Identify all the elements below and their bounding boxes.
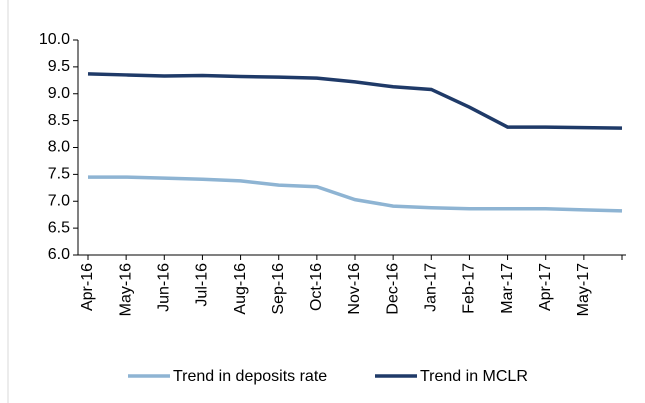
x-tick-label: Aug-16 — [232, 263, 249, 315]
legend-label: Trend in MCLR — [420, 368, 528, 385]
x-tick-label: Mar-17 — [499, 263, 516, 314]
y-tick-label: 6.0 — [48, 246, 70, 263]
series-line — [87, 72, 623, 130]
x-tick-label: Jun-16 — [156, 263, 173, 312]
x-tick-label: Nov-16 — [346, 263, 363, 315]
y-tick-label: 9.5 — [48, 58, 70, 75]
x-tick-label: Jul-16 — [194, 263, 211, 307]
x-tick-label: Feb-17 — [461, 263, 478, 314]
x-tick-label: Sep-16 — [270, 263, 287, 315]
legend-label: Trend in deposits rate — [173, 368, 327, 385]
y-tick-label: 8.0 — [48, 139, 70, 156]
x-tick-label: Dec-16 — [384, 263, 401, 315]
x-tick-label: May-16 — [117, 263, 134, 316]
y-tick-label: 10.0 — [39, 31, 70, 48]
x-tick-label: Jan-17 — [423, 263, 440, 312]
y-tick-label: 7.5 — [48, 166, 70, 183]
x-tick-label: Apr-16 — [79, 263, 96, 311]
y-tick-label: 7.0 — [48, 192, 70, 209]
y-tick-label: 8.5 — [48, 112, 70, 129]
x-tick-label: Apr-17 — [537, 263, 554, 311]
series-line — [88, 175, 623, 213]
y-tick-label: 9.0 — [48, 85, 70, 102]
x-tick-label: Oct-16 — [308, 263, 325, 311]
x-tick-label: May-17 — [575, 263, 592, 316]
y-tick-label: 6.5 — [48, 219, 70, 236]
